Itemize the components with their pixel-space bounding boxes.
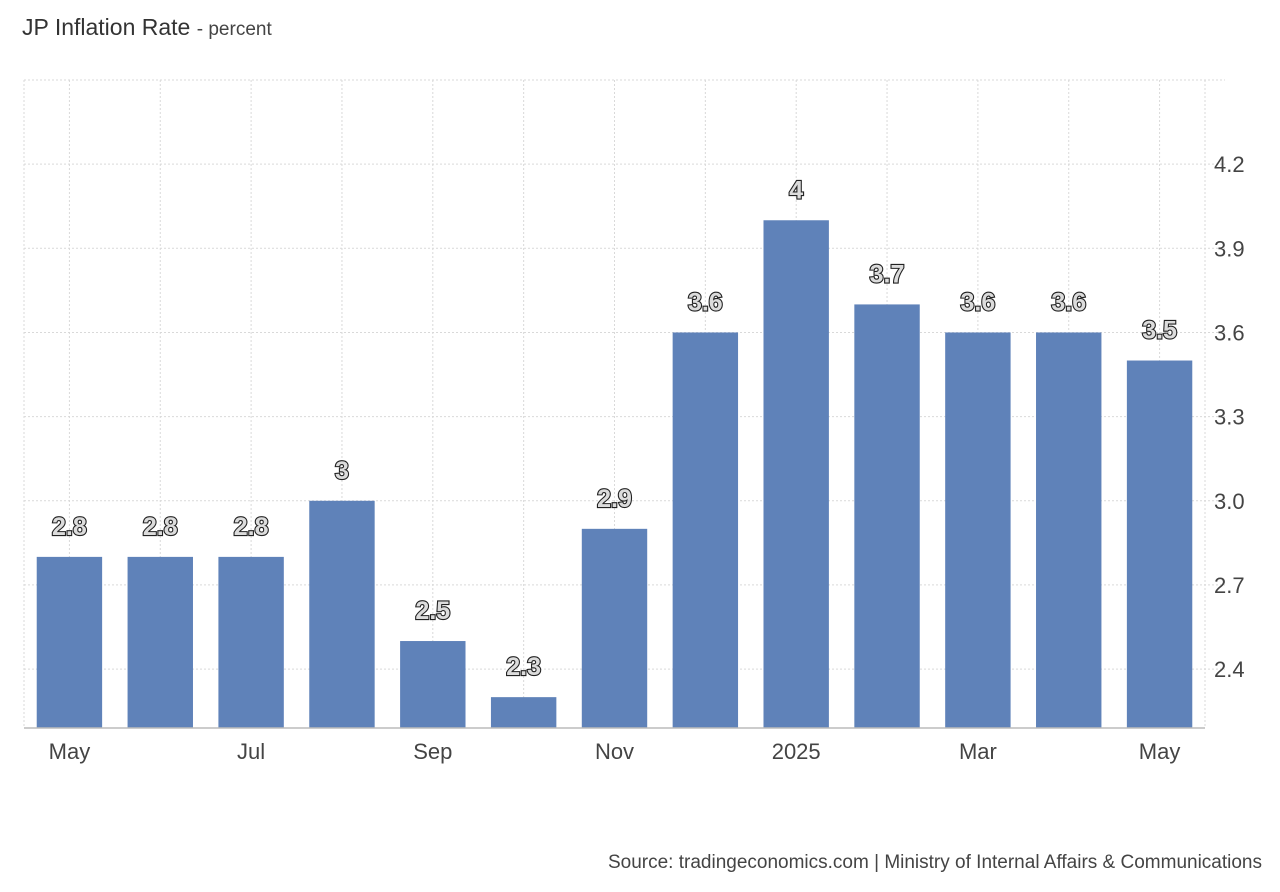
- x-tick-label: Mar: [959, 739, 997, 764]
- y-tick-label: 3.9: [1214, 236, 1245, 261]
- bar-value-label: 2.3: [506, 653, 541, 681]
- chart-value-labels: 2.8 2.8 2.8 3 2.5 2.3 2.9 3.6 4 3.7 3.6 3.6 3.5: [51, 175, 1178, 682]
- bar-value-label: 3.6: [1051, 288, 1086, 316]
- bar: [854, 304, 920, 728]
- chart-bars: [36, 220, 1193, 728]
- bar-value-label: 3: [335, 457, 349, 485]
- bar: [672, 332, 739, 728]
- bar-value-label: 2.9: [597, 485, 632, 513]
- bar-value-label: 3.5: [1142, 317, 1177, 345]
- y-tick-label: 4.2: [1214, 152, 1245, 177]
- x-tick-label: Sep: [413, 739, 452, 764]
- bar-value-label: 4: [789, 176, 803, 204]
- y-tick-label: 3.0: [1214, 489, 1245, 514]
- x-tick-label: Nov: [595, 739, 634, 764]
- chart-title: JP Inflation Rate - percent: [22, 14, 272, 41]
- x-tick-label: 2025: [772, 739, 821, 764]
- y-axis: 2.4 2.7 3.0 3.3 3.6 3.9 4.2: [1214, 152, 1245, 682]
- bar: [400, 641, 466, 728]
- bar: [581, 528, 648, 728]
- y-tick-label: 2.7: [1214, 573, 1245, 598]
- bar: [945, 332, 1011, 728]
- y-tick-label: 3.3: [1214, 405, 1245, 430]
- x-tick-label: May: [1139, 739, 1181, 764]
- x-axis: May Jul Sep Nov 2025 Mar May: [24, 727, 1205, 764]
- bar: [127, 556, 193, 728]
- chart-title-text: JP Inflation Rate: [22, 14, 191, 40]
- bar-value-label: 3.7: [870, 260, 905, 288]
- y-tick-label: 3.6: [1214, 320, 1245, 345]
- bar: [1036, 332, 1102, 728]
- bar-value-label: 2.5: [415, 597, 450, 625]
- x-tick-label: May: [49, 739, 91, 764]
- bar-value-label: 3.6: [688, 288, 723, 316]
- bar-value-label: 3.6: [961, 288, 996, 316]
- bar: [490, 697, 557, 728]
- bar-value-label: 2.8: [52, 513, 87, 541]
- x-tick-label: Jul: [237, 739, 265, 764]
- y-tick-label: 2.4: [1214, 657, 1245, 682]
- bar-value-label: 2.8: [143, 513, 178, 541]
- bar: [218, 556, 284, 728]
- source-note: Source: tradingeconomics.com | Ministry …: [607, 852, 1262, 873]
- chart-subtitle: - percent: [196, 19, 272, 40]
- bar-value-label: 2.8: [234, 513, 269, 541]
- bar: [763, 220, 829, 728]
- bar: [309, 500, 375, 728]
- bar: [36, 556, 103, 728]
- bar: [1126, 360, 1193, 728]
